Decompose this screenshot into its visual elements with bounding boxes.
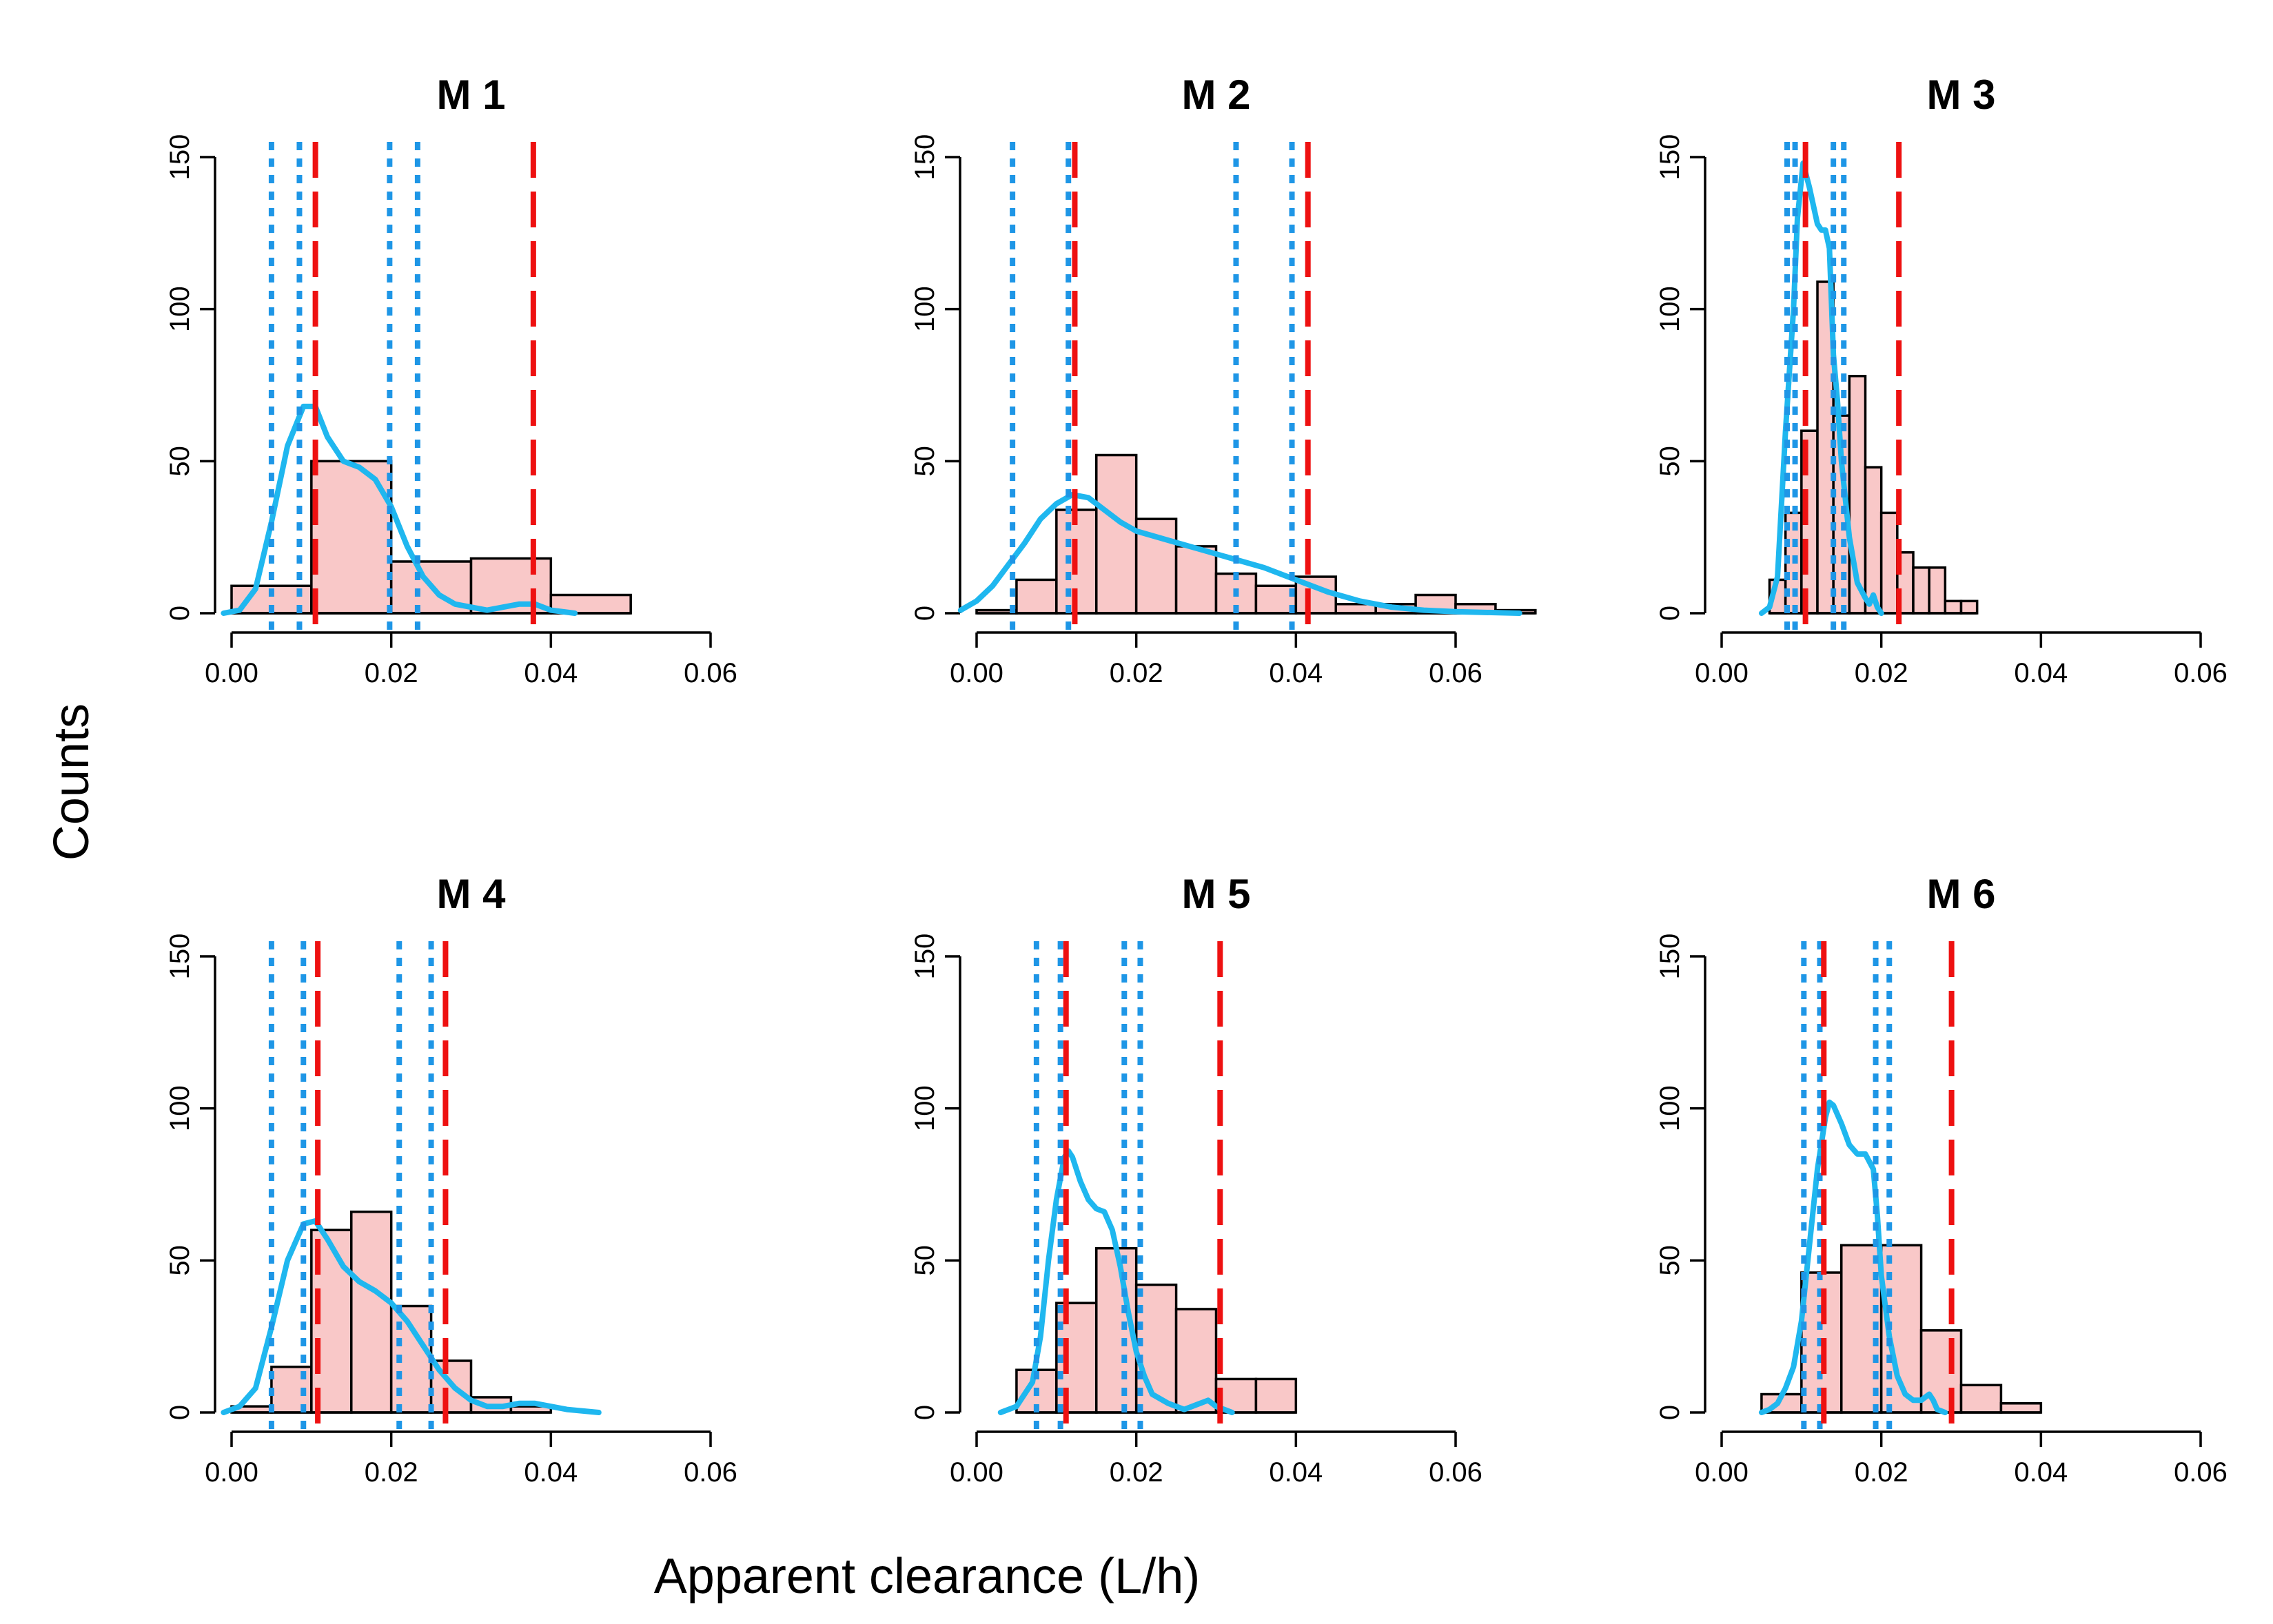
histogram-bar: [1879, 511, 1899, 615]
histogram-bar: [1959, 1384, 2003, 1414]
histogram-bar: [1095, 453, 1138, 615]
histogram-bar: [1254, 1377, 1298, 1414]
chart-title: M 4: [436, 871, 506, 917]
y-tick-label: 150: [1655, 134, 1685, 181]
x-tick-label: 0.06: [684, 658, 737, 688]
x-tick-label: 0.00: [205, 658, 258, 688]
y-tick-label: 150: [910, 934, 940, 980]
y-tick-label: 100: [910, 1085, 940, 1131]
x-tick-label: 0.06: [2174, 1457, 2228, 1488]
y-tick-label: 0: [165, 1405, 195, 1420]
histogram-bar: [1959, 599, 1979, 615]
histogram-bar: [1864, 466, 1883, 615]
chart-panel-2: M 2 0.00 0.02 0.04 0.06 0 50 100 150: [910, 72, 1537, 688]
y-tick-label: 50: [910, 1245, 940, 1276]
x-tick-label: 0.04: [2014, 1457, 2068, 1488]
y-tick-label: 100: [165, 1085, 195, 1131]
x-tick-label: 0.04: [1269, 658, 1323, 688]
y-tick-label: 100: [1655, 1085, 1685, 1131]
x-tick-label: 0.04: [1269, 1457, 1323, 1488]
chart-panel-4: M 4 0.00 0.02 0.04 0.06 0 50 100 150: [165, 871, 737, 1488]
chart-title: M 1: [436, 72, 505, 118]
y-tick-label: 0: [165, 606, 195, 621]
density-curve: [957, 491, 1522, 616]
y-axis-label: Counts: [44, 703, 99, 861]
x-tick-label: 0.04: [2014, 658, 2068, 688]
y-tick-label: 150: [1655, 934, 1685, 980]
y-tick-label: 150: [910, 134, 940, 181]
y-tick-label: 100: [910, 286, 940, 332]
y-tick-label: 100: [1655, 286, 1685, 332]
y-tick-label: 100: [165, 286, 195, 332]
x-tick-label: 0.00: [950, 658, 1003, 688]
panels: M 1 0.00 0.02 0.04 0.06 0 50 100 150 M 2 0.00 0.02 0…: [165, 72, 2228, 1488]
x-tick-label: 0.02: [1855, 1457, 1908, 1488]
x-tick-label: 0.06: [1429, 658, 1482, 688]
x-tick-label: 0.02: [1110, 658, 1163, 688]
y-tick-label: 0: [1655, 606, 1685, 621]
x-tick-label: 0.06: [2174, 658, 2228, 688]
y-tick-label: 0: [910, 606, 940, 621]
x-tick-label: 0.06: [684, 1457, 737, 1488]
x-tick-label: 0.02: [1855, 658, 1908, 688]
density-curve: [997, 1148, 1235, 1415]
y-tick-label: 150: [165, 134, 195, 181]
chart-panel-6: M 6 0.00 0.02 0.04 0.06 0 50 100 150: [1655, 871, 2228, 1488]
y-tick-label: 50: [1655, 446, 1685, 477]
x-tick-label: 0.00: [1695, 1457, 1749, 1488]
x-tick-label: 0.04: [524, 658, 578, 688]
y-tick-label: 0: [910, 1405, 940, 1420]
chart-title: M 5: [1181, 871, 1250, 917]
y-tick-label: 50: [910, 446, 940, 477]
y-tick-label: 50: [165, 446, 195, 477]
x-tick-label: 0.00: [205, 1457, 258, 1488]
histogram-bar: [1928, 566, 1947, 615]
x-tick-label: 0.00: [950, 1457, 1003, 1488]
x-tick-label: 0.02: [365, 1457, 418, 1488]
histogram-bar: [1174, 545, 1218, 615]
y-tick-label: 150: [165, 934, 195, 980]
x-tick-label: 0.02: [1110, 1457, 1163, 1488]
x-axis-label: Apparent clearance (L/h): [654, 1549, 1200, 1604]
chart-panel-5: M 5 0.00 0.02 0.04 0.06 0 50 100 150: [910, 871, 1482, 1488]
y-tick-label: 0: [1655, 1405, 1685, 1420]
histogram-bar: [1015, 578, 1058, 615]
histogram-bar: [1919, 1329, 1963, 1414]
y-tick-label: 50: [165, 1245, 195, 1276]
density-curve: [1758, 1099, 1948, 1415]
y-tick-label: 50: [1655, 1245, 1685, 1276]
x-tick-label: 0.00: [1695, 658, 1749, 688]
chart-panel-1: M 1 0.00 0.02 0.04 0.06 0 50 100 150: [165, 72, 737, 688]
x-tick-label: 0.04: [524, 1457, 578, 1488]
histogram-bar: [1944, 599, 1963, 615]
histogram-bar: [1999, 1402, 2043, 1414]
histogram-bar: [1174, 1308, 1218, 1414]
chart-title: M 6: [1926, 871, 1995, 917]
x-tick-label: 0.02: [365, 658, 418, 688]
histogram-bar: [350, 1210, 393, 1414]
x-tick-label: 0.06: [1429, 1457, 1482, 1488]
chart-panel-3: M 3 0.00 0.02 0.04 0.06 0 50 100 150: [1655, 72, 2228, 688]
chart-title: M 2: [1181, 72, 1250, 118]
histogram-bar: [1912, 566, 1930, 615]
chart-title: M 3: [1926, 72, 1995, 118]
